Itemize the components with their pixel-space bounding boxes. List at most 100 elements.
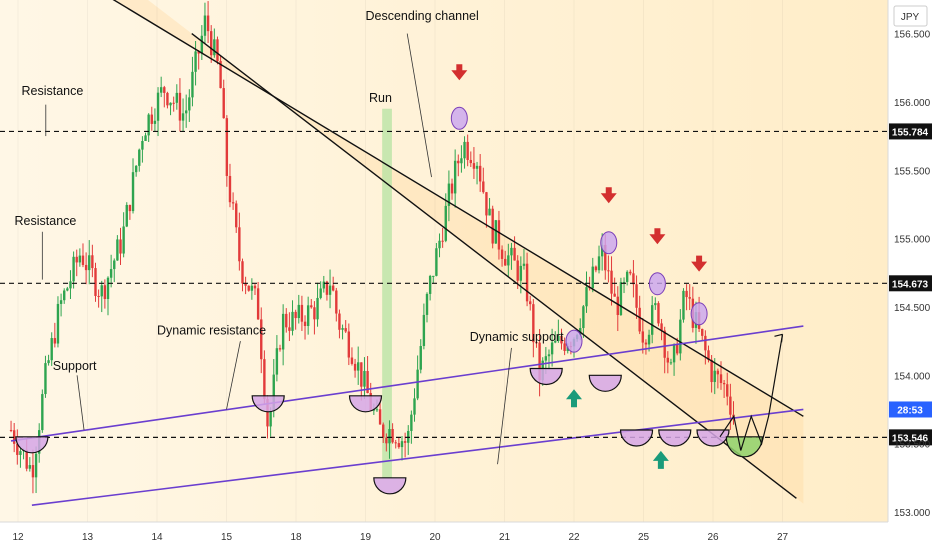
candle-body <box>529 301 532 305</box>
candle-body <box>53 338 57 344</box>
candle-body <box>288 327 291 331</box>
candle-body <box>616 296 619 316</box>
candle-body <box>81 255 85 265</box>
y-tick-label: 156.500 <box>894 30 931 41</box>
y-tick-label: 154.000 <box>894 371 931 382</box>
candle-body <box>428 275 432 294</box>
candle-body <box>341 328 344 330</box>
candle-body <box>184 110 188 114</box>
candle-body <box>550 342 554 355</box>
candle-body <box>244 283 247 286</box>
candle-body <box>94 268 97 296</box>
channel-lower-line <box>191 32 797 499</box>
candle-body <box>12 430 16 444</box>
candle-body <box>338 313 341 330</box>
candle-body <box>313 307 316 320</box>
candle-body <box>131 172 135 212</box>
candle-body <box>138 149 141 166</box>
candle-body <box>466 141 469 160</box>
touch-circle <box>648 272 666 296</box>
x-tick-label: 26 <box>707 532 719 543</box>
support-cup <box>696 429 730 447</box>
support-cup <box>373 477 407 495</box>
candle-body <box>513 247 516 261</box>
candle-body <box>604 244 607 271</box>
candle-body <box>56 303 60 344</box>
support-cup <box>15 436 49 454</box>
candle-body <box>275 348 279 375</box>
candle-body <box>400 441 404 448</box>
candle-body <box>31 465 35 478</box>
sell-arrow <box>649 228 666 245</box>
candle-body <box>219 61 222 89</box>
y-tick-label: 154.500 <box>894 303 931 314</box>
candle-body <box>213 39 216 56</box>
candle-body <box>488 208 491 216</box>
candle-body <box>144 135 147 141</box>
candle-body <box>113 260 116 270</box>
candle-body <box>47 360 50 364</box>
candle-body <box>41 394 44 431</box>
countdown-label: 28:53 <box>897 405 923 416</box>
candle-body <box>84 264 88 271</box>
candle-body <box>360 362 363 387</box>
candle-body <box>263 359 266 400</box>
candle-body <box>9 429 13 431</box>
support-cup <box>619 429 654 447</box>
candle-body <box>253 285 257 289</box>
candle-body <box>59 300 63 304</box>
currency-label: JPY <box>901 12 920 23</box>
candle-body <box>654 303 657 306</box>
y-tick-label: 153.000 <box>894 508 931 519</box>
candle-body <box>172 102 175 104</box>
candle-body <box>650 305 654 335</box>
candle-body <box>710 359 713 383</box>
x-tick-label: 18 <box>290 532 302 543</box>
candle-body <box>278 348 282 350</box>
projection-arrowhead <box>774 333 784 343</box>
candle-body <box>538 342 541 381</box>
candle-body <box>78 255 82 263</box>
candle-body <box>478 165 482 182</box>
candle-body <box>416 369 419 399</box>
candle-body <box>491 208 494 244</box>
level-price-label: 153.546 <box>892 433 929 444</box>
candle-body <box>153 120 157 124</box>
candle-body <box>701 328 704 336</box>
currency-box[interactable] <box>893 5 928 27</box>
candle-body <box>391 429 394 443</box>
candle-body <box>100 285 103 297</box>
candle-body <box>632 273 635 285</box>
candle-body <box>106 277 110 299</box>
candle-body <box>247 285 250 291</box>
candle-body <box>600 244 604 257</box>
candle-body <box>210 31 213 56</box>
candle-body <box>382 424 385 438</box>
candle-body <box>163 87 166 93</box>
candle-body <box>441 240 444 242</box>
candle-body <box>500 249 504 259</box>
annotation-pointer <box>406 33 432 178</box>
candle-body <box>297 304 300 319</box>
candle-body <box>460 158 463 164</box>
candle-body <box>378 409 382 425</box>
candle-body <box>235 203 238 228</box>
touch-circle <box>600 231 618 255</box>
x-tick-label: 21 <box>499 532 511 543</box>
candle-body <box>469 159 472 164</box>
candle-body <box>175 92 179 103</box>
candle-body <box>394 442 397 444</box>
candle-body <box>331 285 335 291</box>
candle-body <box>222 88 225 119</box>
dynamic-resistance-line <box>10 325 804 442</box>
y-tick-label: 153.500 <box>894 440 931 451</box>
candle-body <box>444 205 447 241</box>
candle-body <box>554 340 557 343</box>
candle-body <box>657 303 660 324</box>
annotation-pointer <box>226 341 241 410</box>
y-axis: 155.784 154.673 153.546 28:53 156.500 156.000… <box>889 30 932 519</box>
run-band-rect <box>382 108 392 478</box>
candle-body <box>319 288 322 298</box>
candle-body <box>294 311 297 319</box>
candle-body <box>685 290 688 298</box>
